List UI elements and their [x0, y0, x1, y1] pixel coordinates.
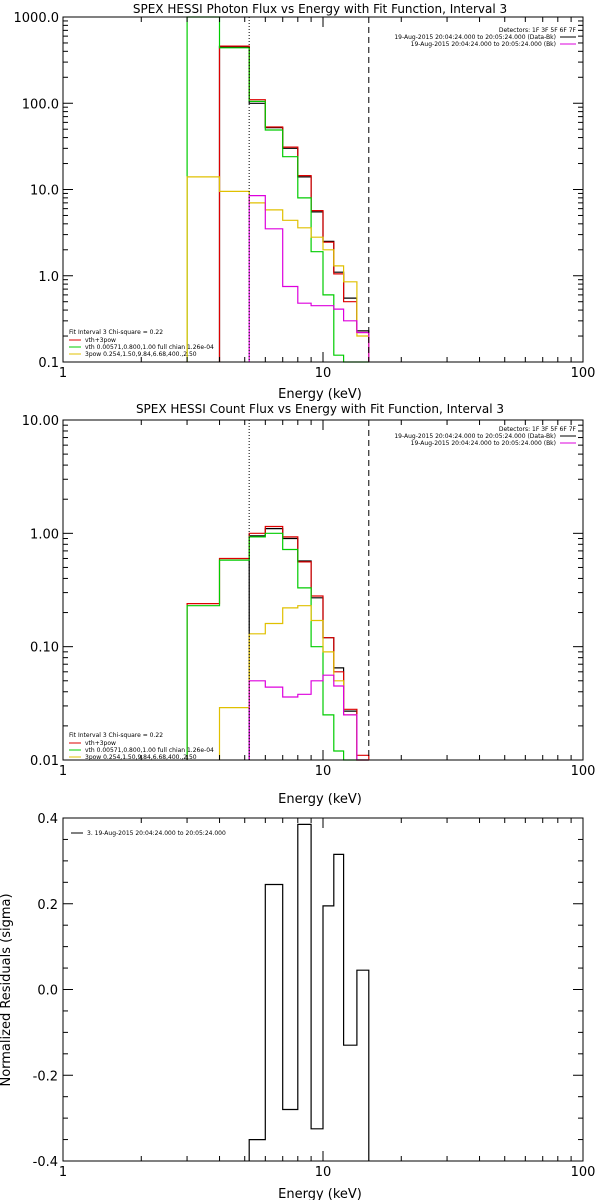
series-layer: [186, 525, 370, 761]
y-tick-label: 100.0: [22, 97, 59, 112]
count-flux-chart: SPEX HESSI Count Flux vs Energy with Fit…: [22, 402, 596, 807]
legend-label-3pow: 3pow 0.254,1.50,9.84,6.68,400.,2.50: [85, 351, 197, 358]
y-tick-label: 0.0: [37, 984, 58, 999]
legend-header: Fit Interval 3 Chi-square = 0.22: [69, 329, 163, 336]
fit-legend: Fit Interval 3 Chi-square = 0.22 vth+3po…: [69, 329, 214, 358]
x-tick-label: 1: [59, 764, 67, 779]
vline-layer: [248, 420, 370, 760]
x-axis-label: Energy (keV): [278, 1187, 362, 1200]
detector-header: Detectors: 1F 3F 5F 6F 7F 19-Aug-2015 20…: [394, 27, 576, 48]
header-line-bk: 19-Aug-2015 20:04:24.000 to 20:05:24.000…: [411, 41, 556, 48]
x-tick-label: 100: [571, 1165, 596, 1180]
series-line-4: [248, 195, 370, 362]
y-tick-label: 10.00: [22, 414, 59, 429]
series-line-1: [218, 45, 370, 362]
series-line-2: [186, 16, 369, 363]
series-line-0: [248, 528, 369, 761]
plot-frame: [62, 16, 584, 363]
header-line-detectors: Detectors: 1F 3F 5F 6F 7F: [499, 27, 577, 34]
y-axis-label: Normalized Residuals (sigma): [0, 893, 14, 1086]
y-tick-label: 0.10: [30, 641, 59, 656]
legend-label-total: vth+3pow: [85, 740, 116, 747]
x-tick-label: 100: [571, 366, 596, 381]
y-tick-label: 0.1: [38, 356, 59, 371]
tick-layer: 1 10 100 0.1 1.0 10.0 100.0 1000.0: [14, 11, 596, 381]
x-axis-label: Energy (keV): [278, 387, 362, 402]
fit-legend: Fit Interval 3 Chi-square = 0.22 vth+3po…: [69, 732, 214, 761]
legend-label-3pow: 3pow 0.254,1.50,9.84,6.68,400.,2.50: [85, 754, 197, 761]
y-tick-label: -0.2: [33, 1069, 58, 1084]
residual-legend: 3. 19-Aug-2015 20:04:24.000 to 20:05:24.…: [71, 830, 226, 837]
legend-header: Fit Interval 3 Chi-square = 0.22: [69, 732, 163, 739]
x-tick-label: 10: [315, 1165, 332, 1180]
legend-label-vth: vth 0.00571,0.800,1.00 full chian 1.26e-…: [85, 747, 214, 754]
series-line-0: [218, 46, 370, 362]
series-layer: [186, 16, 370, 363]
header-line-detectors: Detectors: 1F 3F 5F 6F 7F: [499, 426, 577, 433]
y-tick-label: 0.01: [30, 754, 59, 769]
series-line-2: [186, 532, 357, 761]
x-axis-label: Energy (keV): [278, 792, 362, 807]
header-line-bk: 19-Aug-2015 20:04:24.000 to 20:05:24.000…: [411, 440, 556, 447]
legend-label-residual: 3. 19-Aug-2015 20:04:24.000 to 20:05:24.…: [87, 830, 226, 837]
y-tick-label: 0.2: [37, 898, 58, 913]
x-tick-label: 1: [59, 366, 67, 381]
y-tick-label: 1.00: [30, 527, 59, 542]
chart-title: SPEX HESSI Photon Flux vs Energy with Fi…: [133, 2, 507, 16]
x-tick-label: 1: [59, 1165, 67, 1180]
header-line-data-bk: 19-Aug-2015 20:04:24.000 to 20:05:24.000…: [394, 34, 556, 41]
series-line-0: [248, 823, 370, 1161]
series-line-4: [248, 674, 369, 761]
series-line-3: [218, 605, 369, 761]
legend-label-vth: vth 0.00571,0.800,1.00 full chian 1.26e-…: [85, 344, 214, 351]
header-line-data-bk: 19-Aug-2015 20:04:24.000 to 20:05:24.000…: [394, 433, 556, 440]
chart-title: SPEX HESSI Count Flux vs Energy with Fit…: [136, 402, 504, 416]
tick-layer: 1 10 100 0.01 0.10 1.00 10.00: [22, 414, 596, 779]
residuals-chart: 1 10 100 -0.4 -0.2 0.0 0.2 0.4 Energy (keV) Nor…: [0, 812, 595, 1200]
series-line-3: [186, 176, 370, 362]
legend-label-total: vth+3pow: [85, 337, 116, 344]
y-tick-label: 10.0: [30, 184, 59, 199]
photon-flux-chart: SPEX HESSI Photon Flux vs Energy with Fi…: [14, 2, 596, 402]
y-tick-label: -0.4: [33, 1155, 58, 1170]
series-line-1: [186, 525, 370, 760]
x-tick-label: 10: [315, 764, 332, 779]
x-tick-label: 10: [315, 366, 332, 381]
y-tick-label: 1000.0: [14, 11, 60, 26]
x-tick-label: 100: [571, 764, 596, 779]
y-tick-label: 0.4: [37, 812, 58, 827]
series-layer: [248, 823, 370, 1161]
y-tick-label: 1.0: [38, 270, 59, 285]
tick-layer: 1 10 100 -0.4 -0.2 0.0 0.2 0.4: [33, 812, 596, 1180]
detector-header: Detectors: 1F 3F 5F 6F 7F 19-Aug-2015 20…: [394, 426, 576, 447]
vline-layer: [248, 17, 370, 362]
